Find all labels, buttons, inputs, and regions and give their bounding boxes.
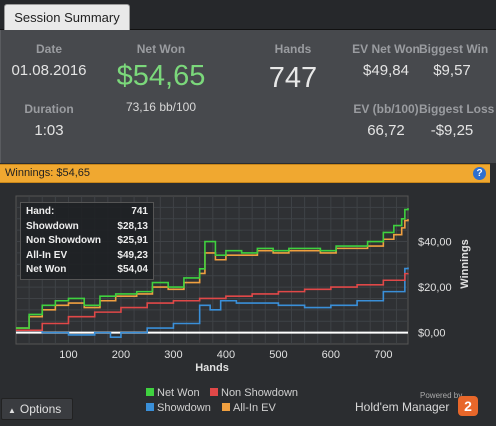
legend-showdown[interactable]: Showdown — [146, 402, 211, 414]
tooltip-row-value: $25,91 — [117, 235, 148, 247]
legend-swatch — [146, 403, 154, 411]
brand-name: Hold'em Manager — [355, 400, 450, 414]
tooltip-row: Showdown $28,13 — [26, 220, 148, 235]
winnings-bar: Winnings: $54,65 ? — [0, 164, 490, 183]
duration-value: 1:03 — [34, 122, 64, 139]
tab-session-summary[interactable]: Session Summary — [4, 4, 130, 30]
x-tick-label: 400 — [217, 349, 235, 361]
tab-bar: Session Summary — [0, 0, 496, 30]
x-tick-label: 600 — [322, 349, 340, 361]
series-line-showdown — [16, 267, 409, 338]
legend-all-in-ev[interactable]: All-In EV — [222, 402, 276, 414]
net-won-value: $54,65 — [116, 60, 206, 92]
tooltip-row-label: All-In EV — [26, 249, 68, 261]
x-tick-label: 100 — [59, 349, 77, 361]
tooltip-row-value: $28,13 — [117, 220, 148, 232]
ev-net-won-value: $49,84 — [363, 62, 409, 79]
hm-logo-icon: 2 — [458, 396, 478, 416]
net-won-label: Net Won — [136, 42, 186, 56]
legend-non-showdown[interactable]: Non Showdown — [210, 387, 298, 399]
legend-net-won[interactable]: Net Won — [146, 387, 200, 399]
date-value: 01.08.2016 — [11, 62, 87, 79]
y-tick-label: $20,00 — [418, 282, 452, 294]
legend-swatch — [210, 388, 218, 396]
y-tick-label: $40,00 — [418, 237, 452, 249]
options-button[interactable]: ▲ Options — [1, 398, 73, 420]
ev-bb-label: EV (bb/100) — [353, 102, 419, 116]
hands-label: Hands — [274, 42, 312, 56]
date-label: Date — [35, 42, 62, 56]
tooltip-row: Hand: 741 — [26, 205, 148, 220]
legend-swatch — [222, 403, 230, 411]
tooltip-row: Non Showdown $25,91 — [26, 234, 148, 249]
x-tick-label: 200 — [112, 349, 130, 361]
y-tick-label: $0,00 — [418, 328, 446, 340]
tooltip-row-value: $54,04 — [117, 264, 148, 276]
help-icon[interactable]: ? — [473, 167, 486, 180]
hands-value: 747 — [268, 62, 318, 94]
x-axis-label: Hands — [195, 362, 229, 374]
powered-by-label: Powered by — [420, 391, 463, 400]
biggest-win-label: Biggest Win — [419, 42, 489, 56]
x-tick-label: 700 — [374, 349, 392, 361]
session-summary-panel: Date 01.08.2016 Duration 1:03 Net Won $5… — [0, 30, 496, 163]
x-tick-label: 300 — [164, 349, 182, 361]
duration-label: Duration — [24, 102, 74, 116]
tooltip-row-label: Net Won — [26, 264, 67, 276]
x-tick-label: 500 — [269, 349, 287, 361]
biggest-loss-label: Biggest Loss — [419, 102, 495, 116]
y-axis-label: Winnings — [459, 239, 471, 288]
tooltip-row: All-In EV $49,23 — [26, 249, 148, 264]
ev-bb-value: 66,72 — [367, 122, 405, 139]
tooltip-row-label: Non Showdown — [26, 235, 101, 247]
chevron-up-icon: ▲ — [8, 406, 16, 415]
biggest-win-value: $9,57 — [433, 62, 471, 79]
tooltip-row: Net Won $54,04 — [26, 263, 148, 278]
winnings-label: Winnings: $54,65 — [5, 167, 90, 179]
series-line-net-won — [16, 208, 409, 329]
biggest-loss-value: -$9,25 — [430, 122, 474, 139]
tooltip-row-label: Hand: — [26, 206, 55, 217]
hover-tooltip: Hand: 741 Showdown $28,13 Non Showdown $25,91… — [20, 202, 154, 280]
legend-swatch — [146, 388, 154, 396]
tooltip-row-value: $49,23 — [117, 249, 148, 261]
series-line-non-showdown — [16, 272, 409, 332]
tooltip-row-label: Showdown — [26, 220, 79, 232]
tooltip-row-value: 741 — [131, 206, 148, 217]
net-won-bb: 73,16 bb/100 — [125, 100, 197, 114]
ev-net-won-label: EV Net Won — [352, 42, 420, 56]
